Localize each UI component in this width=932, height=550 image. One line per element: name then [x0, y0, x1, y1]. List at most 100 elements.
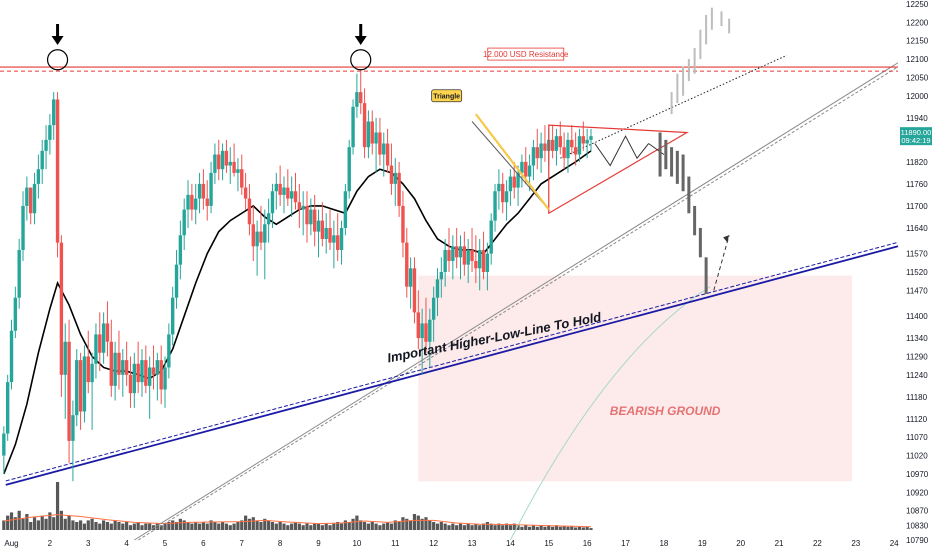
- x-tick-label: 11: [391, 539, 400, 548]
- candle-body: [151, 367, 156, 375]
- candle-body: [535, 147, 539, 159]
- candle-body: [48, 125, 52, 140]
- candle-body: [101, 323, 106, 353]
- volume-bar: [316, 523, 321, 530]
- resistance-label: 12.000 USD Resistance: [483, 50, 569, 59]
- candle-body: [397, 172, 401, 206]
- volume-bar: [589, 528, 593, 530]
- candle-body: [289, 191, 294, 199]
- candle-body: [570, 139, 574, 148]
- y-tick-label: 11400: [906, 312, 928, 321]
- projection-arrow: [648, 143, 665, 155]
- dotted-projection-line: [560, 54, 787, 159]
- candle-body: [40, 150, 44, 170]
- candle-body: [508, 176, 513, 192]
- volume-bar: [401, 517, 405, 530]
- candle-body: [339, 227, 344, 250]
- candle-body: [539, 143, 543, 159]
- y-tick-label: 11020: [906, 452, 928, 461]
- candle-body: [98, 334, 102, 353]
- volume-bar: [194, 522, 198, 530]
- volume-bar: [174, 522, 179, 530]
- volume-bar: [36, 520, 40, 530]
- volume-bar: [389, 523, 394, 530]
- candle-body: [412, 268, 417, 313]
- volume-bar: [512, 523, 516, 530]
- candle-body: [581, 136, 586, 144]
- candle-body: [163, 367, 167, 390]
- candle-body: [543, 143, 547, 151]
- volume-bar: [539, 525, 543, 530]
- volume-bar: [378, 525, 382, 530]
- volume-ma-line: [3, 514, 592, 528]
- candle-body: [90, 363, 94, 383]
- candle-body: [178, 235, 183, 265]
- volume-bar: [328, 525, 332, 530]
- y-tick-label: 11640: [906, 224, 928, 233]
- volume-bar: [462, 525, 466, 530]
- breakout-ghost-bar: [699, 29, 702, 60]
- candle-body: [286, 187, 290, 199]
- candle-body: [408, 268, 413, 287]
- candle-body: [71, 415, 75, 441]
- volume-bar: [581, 527, 585, 530]
- volume-bar: [455, 525, 459, 530]
- candle-body: [240, 169, 244, 188]
- candle-body: [527, 165, 532, 177]
- volume-bar: [409, 520, 413, 530]
- candle-body: [501, 183, 505, 203]
- volume-bar: [428, 520, 432, 530]
- candle-body: [362, 103, 367, 148]
- candle-body: [44, 139, 48, 151]
- candle-body: [266, 213, 271, 225]
- volume-bar: [351, 518, 355, 530]
- volume-bar: [205, 523, 209, 530]
- down-arrow-head: [354, 36, 367, 45]
- x-tick-label: 19: [698, 539, 707, 548]
- candle-body: [324, 227, 328, 239]
- volume-bar: [531, 525, 536, 530]
- candle-body: [167, 334, 171, 368]
- candle-body: [293, 191, 298, 203]
- candle-body: [351, 106, 355, 148]
- volume-bar: [574, 527, 578, 530]
- volume-bar: [182, 520, 186, 530]
- volume-bar: [201, 522, 205, 530]
- volume-bar: [493, 525, 497, 530]
- price-badge: [900, 127, 932, 146]
- volume-bar: [309, 525, 313, 530]
- candle-body: [435, 279, 440, 298]
- candle-body: [355, 92, 359, 107]
- bounce-arrow: [713, 235, 730, 291]
- support-line-dashed: [5, 241, 899, 482]
- candle-body: [259, 231, 263, 243]
- candle-body: [585, 139, 589, 144]
- breakout-ghost-bar: [710, 7, 713, 30]
- volume-bar: [485, 522, 489, 530]
- volume-bar: [113, 520, 117, 530]
- volume-bar: [558, 526, 562, 530]
- candle-body: [577, 136, 582, 155]
- candle-body: [236, 169, 240, 173]
- volume-bar: [481, 523, 486, 530]
- x-tick-label: 23: [851, 539, 860, 548]
- volume-bar: [171, 520, 175, 530]
- candle-body: [117, 352, 121, 375]
- candle-body: [247, 198, 252, 225]
- candle-body: [128, 374, 133, 394]
- ghost-bar: [698, 227, 702, 258]
- candle-body: [443, 249, 447, 272]
- volume-bar: [232, 523, 236, 530]
- volume-bar: [121, 523, 125, 530]
- candle-body: [382, 143, 386, 155]
- candle-body: [243, 187, 248, 199]
- volume-bar: [178, 518, 182, 530]
- volume-bar: [186, 522, 190, 530]
- x-tick-label: 10: [352, 539, 361, 548]
- candle-body: [213, 154, 217, 173]
- x-tick-label: 4: [124, 539, 129, 548]
- volume-bar: [301, 525, 305, 530]
- y-tick-label: 10790: [906, 536, 929, 545]
- candle-body: [470, 249, 474, 261]
- volume-bar: [478, 525, 482, 530]
